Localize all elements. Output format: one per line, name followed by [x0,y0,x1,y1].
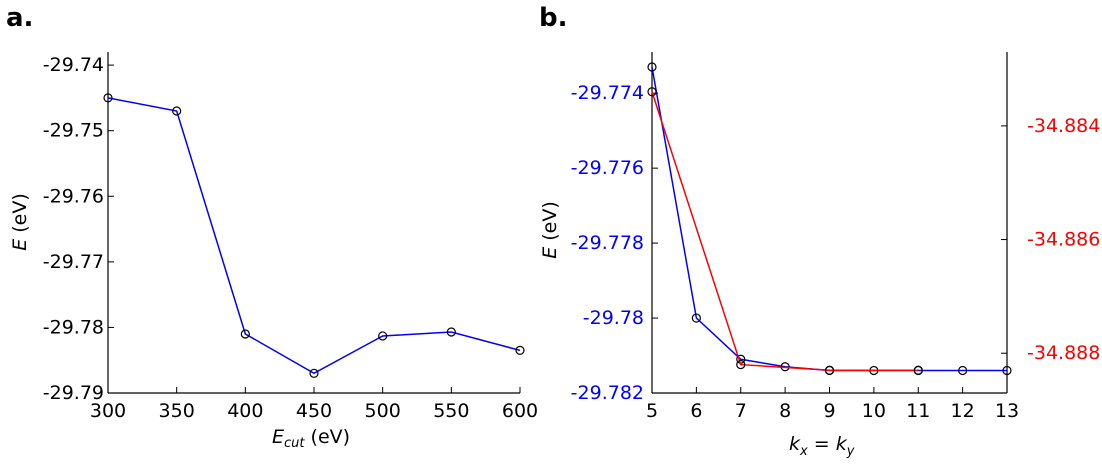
panel-a-x-tick-label: 500 [365,400,401,422]
panel-b-left-y-tick-label: -29.774 [571,82,644,104]
panel-b-data-point-left [647,62,657,72]
panel-b-x-tick-label: 7 [735,400,747,422]
panel-a-data-point [240,329,250,339]
panel-b-right-y-tick-label: -34.888 [1027,342,1100,364]
panel-a-x-tick-label: 300 [90,400,126,422]
panel-b-x-tick-label: 5 [646,400,658,422]
panel-b-series-line-left [651,66,1007,372]
panel-a-data-point [309,368,319,378]
panel-b-x-tick-label: 12 [951,400,975,422]
panel-a-plot: 300 350 400 450 500 550 600 -29.74 -29.75 -29.76… [9,52,538,451]
panel-a-y-tick-label: -29.78 [43,316,104,338]
panel-b-left-y-tick-label: -29.776 [571,157,644,179]
panel-a-data-point [446,327,456,337]
panel-a-x-axis-title: Ecut (eV) [272,426,350,451]
panel-a-y-axis-title: E (eV) [9,193,31,251]
panel-b-data-point-right [824,365,835,375]
panel-b-y-axis-title: E (eV) [539,201,561,259]
panel-b-plot: 5 6 7 8 9 10 11 12 13 -29.774 -29.776 -29.778 -29.7… [539,52,1100,459]
panel-a-data-point [378,331,388,341]
panel-b-label: b. [539,3,568,33]
panel-b-x-tick-label: 6 [690,400,702,422]
panel-b-right-y-tick-label: -34.886 [1027,229,1100,251]
panel-b-left-y-tick-label: -29.78 [583,307,644,329]
panel-a-y-tick-label: -29.74 [43,54,104,76]
panel-b-x-tick-label: 10 [862,400,886,422]
panel-b-left-y-tick-label: -29.778 [571,232,644,254]
panel-b-left-y-tick-label: -29.782 [571,382,644,404]
panel-b-x-tick-label: 11 [906,400,930,422]
panel-b-data-point-left [1002,365,1012,376]
panel-a-data-point [103,93,113,103]
panel-a-x-tick-label: 450 [296,400,332,422]
panel-b-data-point-left [958,365,968,376]
panel-b-series-line-right [651,91,919,372]
panel-b-x-axis-title: kx = ky [789,433,855,459]
panel-a-y-tick-label: -29.77 [43,251,104,273]
panel-a-y-tick-label: -29.79 [43,382,104,404]
panel-a-series-line [107,97,521,375]
panel-b-data-point-right [913,365,923,375]
panel-a-x-tick-label: 350 [159,400,195,422]
panel-a-x-tick-label: 400 [227,400,263,422]
panel-a-x-tick-label: 600 [502,400,538,422]
panel-a-y-tick-label: -29.76 [43,185,104,207]
panel-b-x-tick-label: 13 [995,400,1019,422]
panel-a-data-point [172,106,182,116]
panel-b-right-y-tick-label: -34.884 [1027,115,1100,137]
panel-b-x-tick-label: 8 [779,400,791,422]
panel-b-data-point-left [691,313,701,323]
panel-b-x-tick-label: 9 [823,400,835,422]
panel-a-x-tick-label: 550 [433,400,469,422]
panel-a-label: a. [6,3,33,33]
panel-a-y-tick-label: -29.75 [43,120,104,142]
panel-b-data-point-right [647,87,657,97]
panel-b-data-point-right [736,359,746,370]
panel-a-data-point [515,345,525,355]
